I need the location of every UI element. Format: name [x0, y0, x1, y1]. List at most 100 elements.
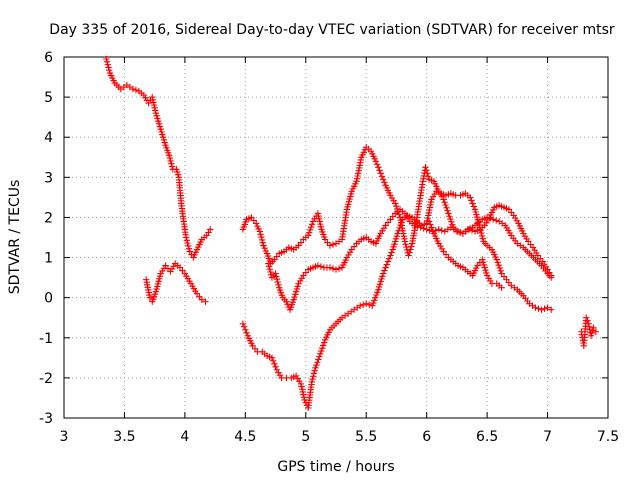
- data-point: [479, 235, 486, 242]
- data-point: [312, 364, 319, 372]
- x-axis-label: GPS time / hours: [277, 459, 394, 475]
- data-point: [332, 266, 340, 273]
- data-point: [185, 242, 192, 250]
- data-point: [535, 305, 542, 312]
- data-point: [320, 339, 328, 346]
- data-point: [397, 221, 404, 229]
- y-tick-label: 0: [44, 291, 53, 307]
- data-point: [272, 363, 279, 371]
- data-point: [384, 258, 392, 265]
- mark-layer: [103, 55, 600, 412]
- data-point: [272, 270, 279, 277]
- data-point: [429, 227, 436, 234]
- data-point: [316, 353, 323, 360]
- data-point: [441, 199, 448, 206]
- series-arc-f: [425, 218, 505, 291]
- data-point: [387, 252, 394, 259]
- data-point: [532, 304, 539, 311]
- data-point: [394, 230, 401, 237]
- data-point: [275, 281, 282, 289]
- data-point: [496, 264, 503, 272]
- data-point: [373, 161, 381, 168]
- data-point: [468, 197, 475, 204]
- data-point: [476, 224, 484, 231]
- data-point: [273, 273, 280, 280]
- data-point: [313, 361, 320, 369]
- tick-layer: 3 3.5 4 4.5 5 5.5 6 6.5 7 7.5 -3 -2 -1 0 1 2 3 4 5 6: [39, 50, 619, 445]
- data-point: [305, 229, 313, 236]
- data-point: [308, 221, 316, 228]
- data-point: [198, 296, 206, 303]
- plot-frame: [63, 56, 609, 419]
- data-point: [493, 256, 500, 263]
- data-point: [478, 229, 485, 237]
- data-point: [392, 200, 399, 207]
- data-point: [310, 370, 318, 377]
- data-point: [590, 324, 597, 331]
- data-point: [207, 226, 214, 233]
- data-point: [453, 228, 461, 235]
- data-point: [494, 259, 501, 266]
- data-point: [427, 221, 434, 228]
- data-point: [167, 157, 174, 165]
- data-point: [265, 263, 273, 270]
- data-point: [408, 243, 415, 250]
- data-point: [265, 260, 272, 267]
- data-point: [309, 375, 316, 383]
- data-point: [307, 223, 315, 231]
- data-point: [202, 298, 209, 305]
- data-point: [444, 207, 451, 214]
- data-point: [449, 221, 456, 228]
- data-point: [448, 218, 455, 226]
- y-tick-label: -1: [39, 331, 53, 347]
- data-point: [259, 239, 266, 246]
- x-tick-label: 4.5: [234, 429, 256, 445]
- chart-title: Day 335 of 2016, Sidereal Day-to-day VTE…: [49, 22, 615, 38]
- data-point: [385, 255, 393, 262]
- data-point: [329, 241, 337, 248]
- data-point: [335, 265, 343, 272]
- data-point: [423, 167, 430, 174]
- x-tick-label: 3.5: [113, 429, 135, 445]
- data-point: [268, 354, 276, 362]
- data-point: [584, 317, 591, 324]
- y-tick-label: -2: [39, 371, 53, 387]
- data-point: [306, 226, 314, 234]
- data-point: [547, 272, 555, 279]
- data-point: [470, 203, 478, 210]
- data-point: [314, 262, 322, 269]
- data-point: [266, 265, 273, 273]
- data-point: [425, 218, 433, 225]
- data-point: [366, 301, 373, 308]
- y-tick-label: 4: [44, 130, 53, 146]
- data-point: [424, 173, 432, 180]
- data-point: [318, 347, 325, 355]
- data-point: [381, 267, 388, 274]
- data-point: [376, 167, 383, 174]
- x-tick-label: 4: [180, 429, 189, 445]
- data-point: [360, 301, 367, 308]
- data-point: [106, 67, 113, 74]
- data-point: [258, 236, 266, 244]
- x-tick-label: 7: [543, 429, 552, 445]
- data-point: [258, 233, 265, 241]
- x-tick-label: 3: [60, 429, 69, 445]
- data-point: [477, 227, 484, 234]
- data-point: [478, 232, 486, 240]
- data-point: [393, 203, 400, 210]
- data-point: [379, 270, 387, 277]
- series-arc-a: [103, 55, 214, 261]
- data-point: [498, 284, 505, 291]
- data-point: [103, 55, 110, 63]
- data-point: [495, 261, 502, 269]
- data-point: [267, 268, 274, 276]
- data-point: [395, 211, 403, 218]
- data-point: [465, 226, 473, 233]
- data-point: [166, 154, 174, 162]
- data-point: [314, 359, 321, 366]
- data-point: [326, 264, 334, 271]
- data-point: [105, 64, 112, 71]
- data-point: [243, 329, 250, 336]
- data-point: [422, 164, 429, 171]
